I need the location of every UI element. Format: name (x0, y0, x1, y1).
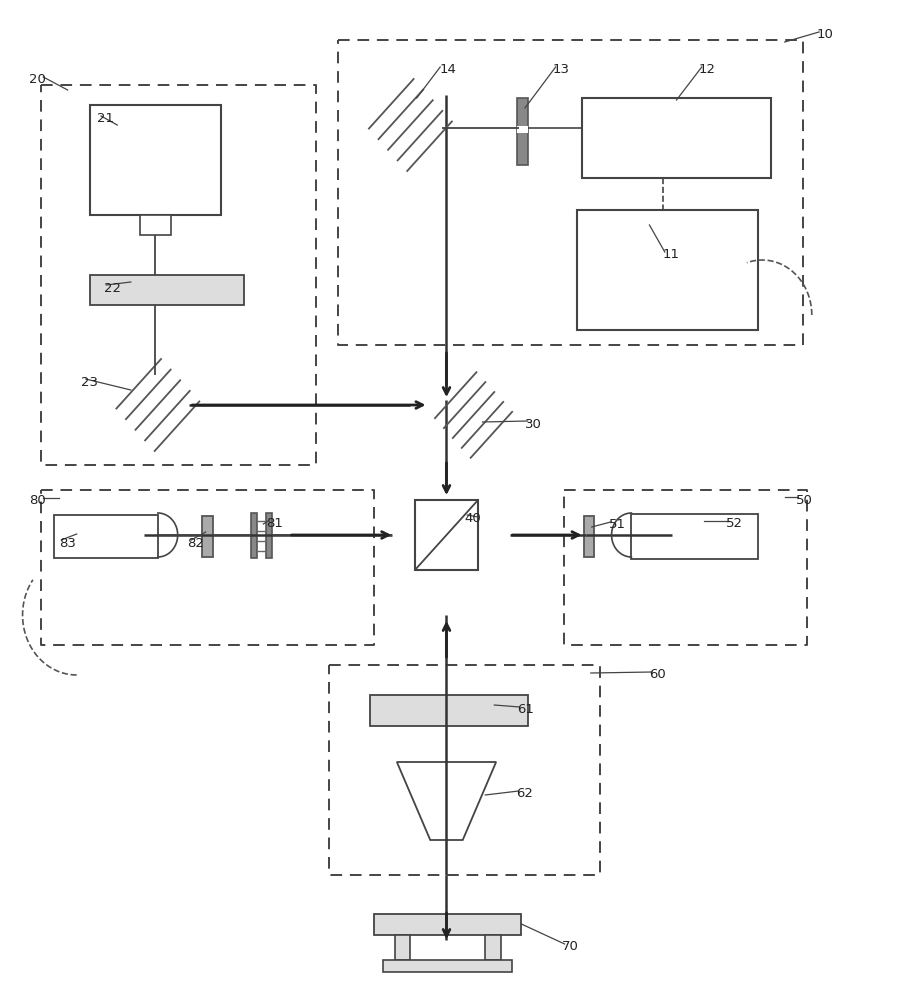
Polygon shape (90, 275, 244, 305)
Polygon shape (584, 516, 594, 557)
Text: 80: 80 (29, 494, 46, 507)
Text: 10: 10 (816, 28, 833, 41)
Polygon shape (202, 516, 213, 557)
Text: 30: 30 (525, 418, 542, 431)
Text: 22: 22 (104, 282, 121, 295)
Text: 83: 83 (59, 537, 76, 550)
Polygon shape (90, 105, 221, 215)
Polygon shape (266, 513, 272, 558)
Text: 14: 14 (439, 63, 456, 76)
Polygon shape (415, 500, 478, 570)
Text: 21: 21 (97, 112, 115, 125)
Text: 61: 61 (517, 703, 534, 716)
Polygon shape (395, 935, 410, 960)
Polygon shape (54, 515, 158, 558)
Text: 60: 60 (649, 668, 667, 681)
Text: 82: 82 (188, 537, 205, 550)
Text: 40: 40 (465, 512, 482, 525)
Polygon shape (374, 914, 521, 935)
Text: 51: 51 (609, 518, 626, 531)
Polygon shape (631, 514, 758, 559)
Polygon shape (517, 98, 528, 165)
Polygon shape (140, 215, 171, 235)
Text: 12: 12 (699, 63, 716, 76)
Polygon shape (251, 513, 257, 558)
Text: 50: 50 (796, 494, 813, 507)
Text: 62: 62 (516, 787, 533, 800)
Text: 13: 13 (553, 63, 570, 76)
Text: 23: 23 (81, 376, 98, 389)
Polygon shape (370, 695, 528, 726)
Text: 70: 70 (562, 940, 579, 953)
Polygon shape (383, 960, 512, 972)
Text: 52: 52 (726, 517, 743, 530)
Polygon shape (582, 98, 771, 178)
Text: 20: 20 (29, 73, 46, 86)
Text: 11: 11 (662, 248, 679, 261)
Polygon shape (485, 935, 501, 960)
Polygon shape (577, 210, 758, 330)
Polygon shape (517, 126, 528, 133)
Text: 81: 81 (266, 517, 283, 530)
